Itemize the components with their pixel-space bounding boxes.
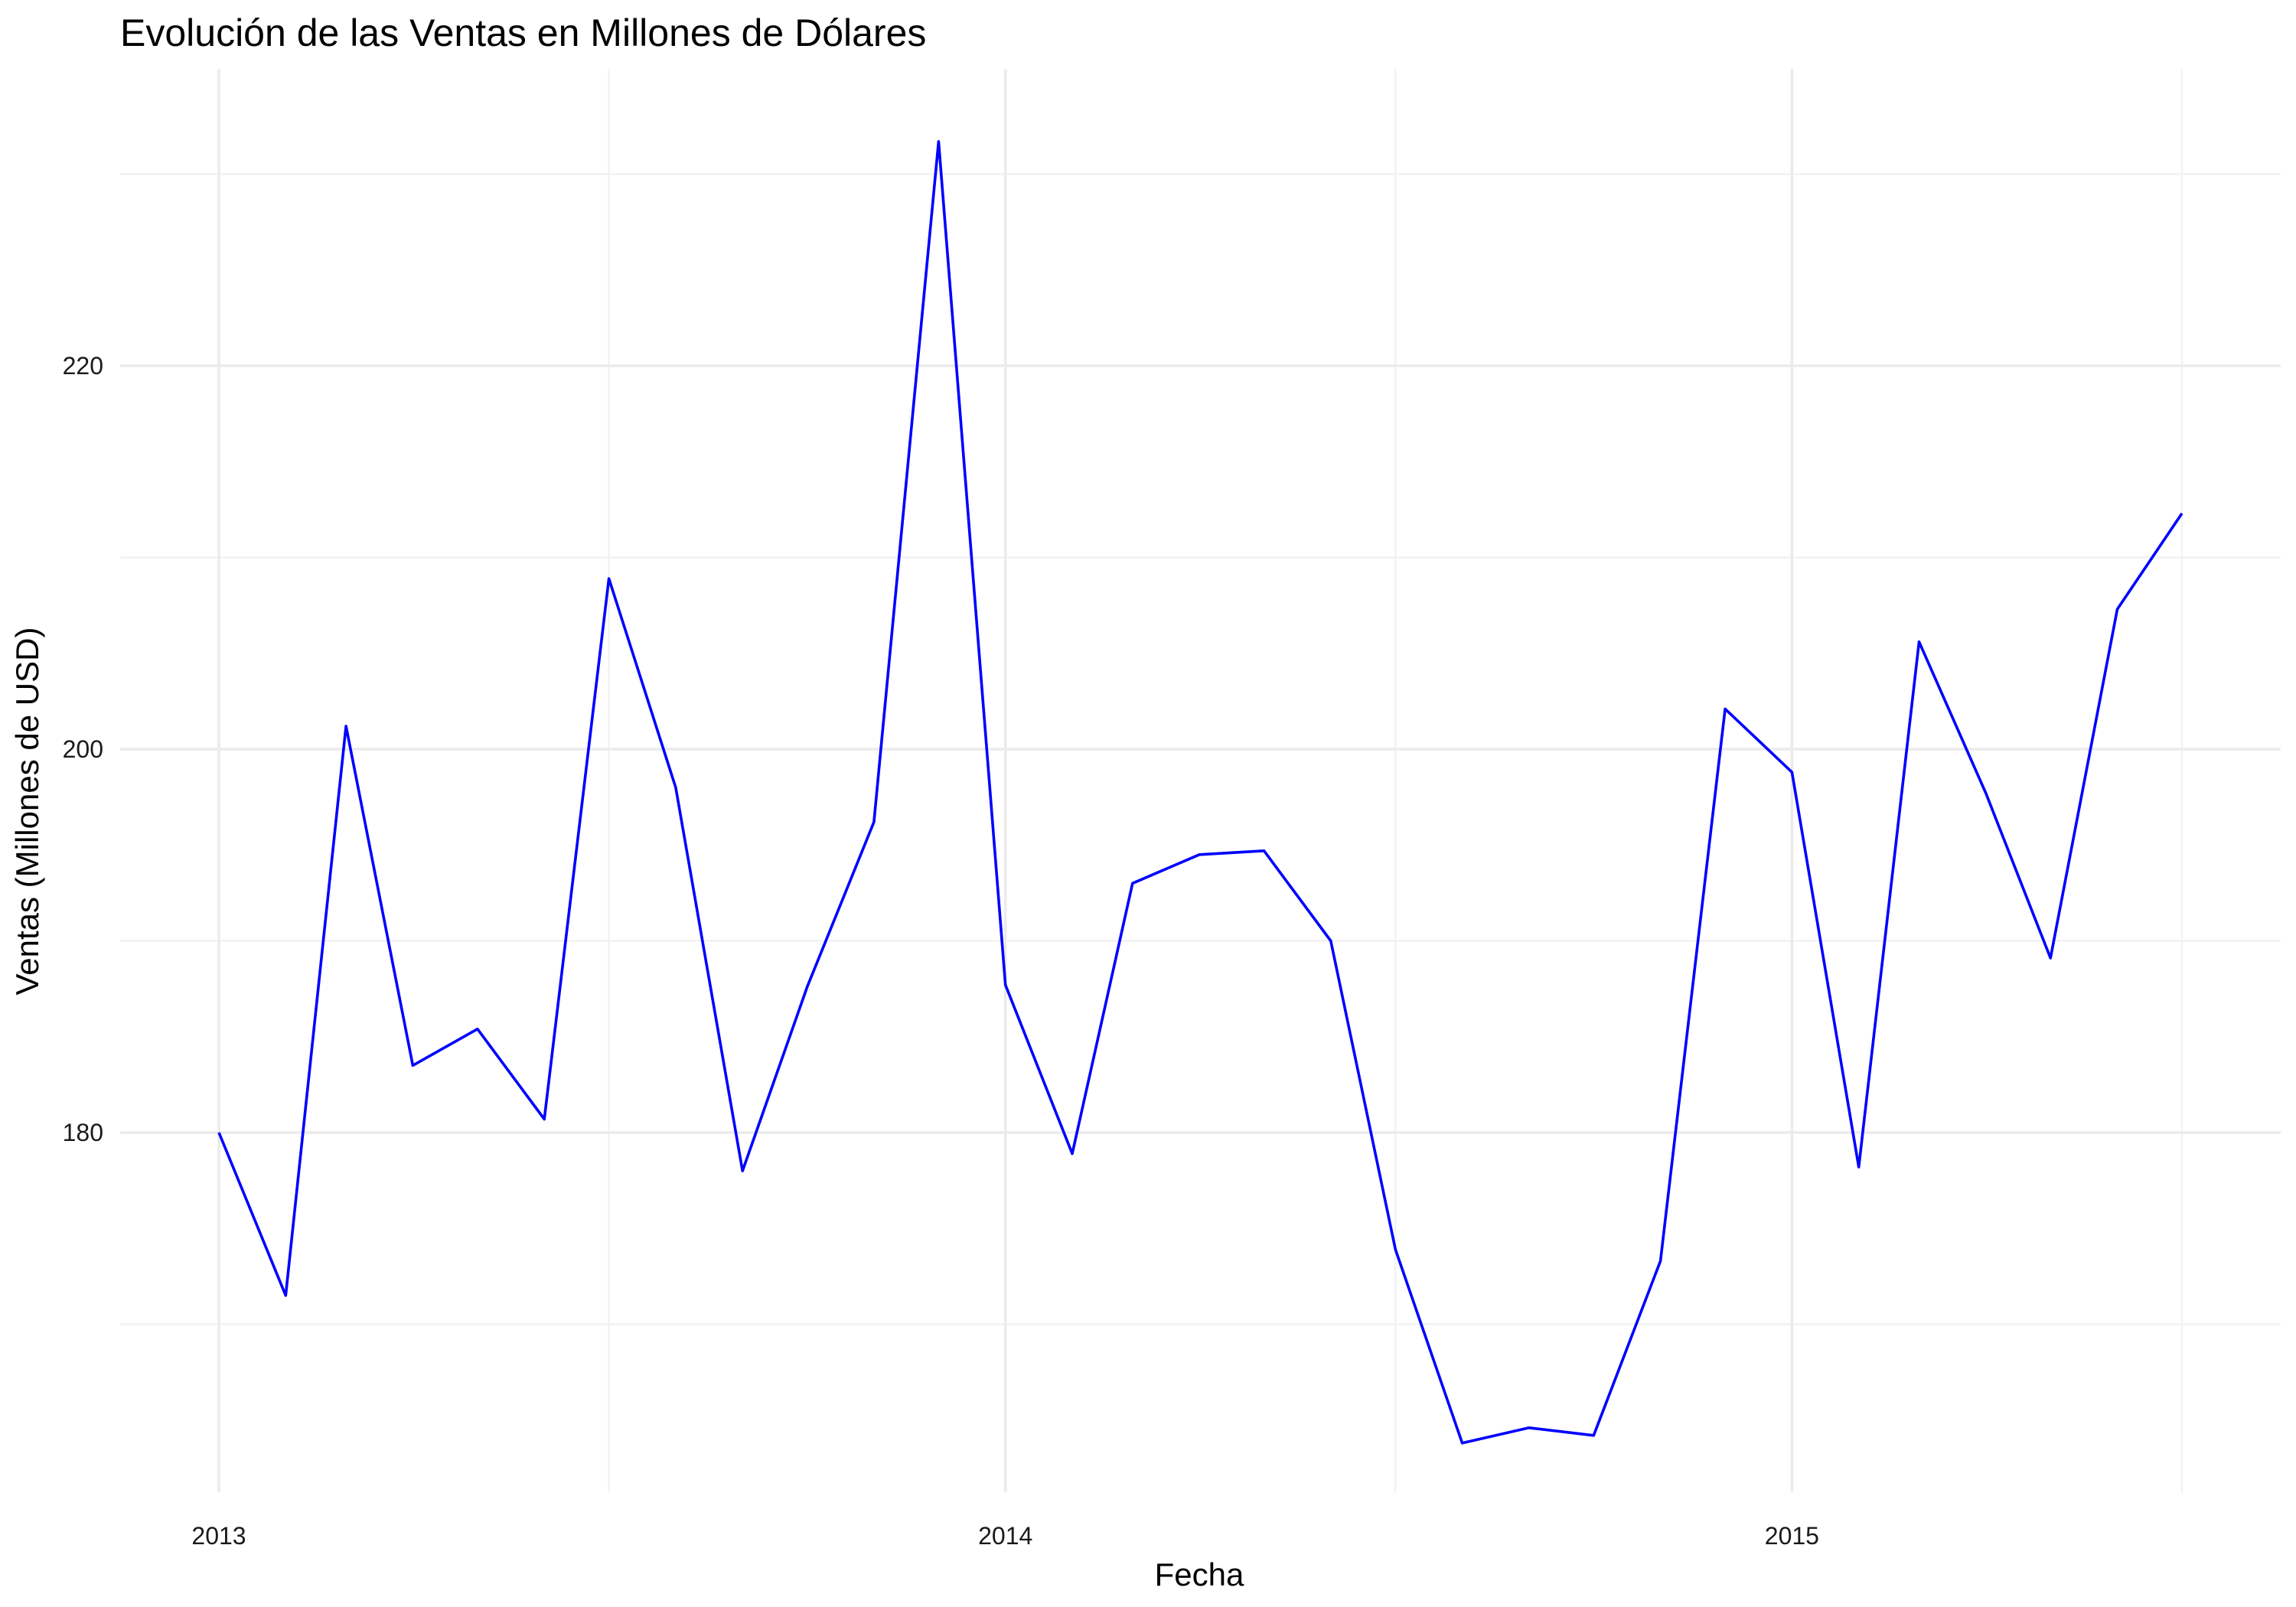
y-axis-title: Ventas (Millones de USD) [9,627,45,996]
sales-series-line [217,140,2183,1445]
major-gridlines [120,69,2281,1492]
y-axis-tick-labels: 180 200 220 [63,352,103,1146]
x-tick-label: 2014 [978,1522,1032,1550]
minor-gridlines [120,69,2281,1492]
y-tick-label: 180 [63,1119,103,1146]
x-axis-title: Fecha [1155,1556,1244,1592]
x-tick-label: 2015 [1765,1522,1819,1550]
y-tick-label: 220 [63,352,103,380]
x-tick-label: 2013 [191,1522,246,1550]
x-axis-tick-labels: 2013 2014 2015 [191,1522,1819,1550]
y-tick-label: 200 [63,735,103,763]
series-layer [217,140,2183,1445]
chart-title: Evolución de las Ventas en Millones de D… [120,11,926,54]
